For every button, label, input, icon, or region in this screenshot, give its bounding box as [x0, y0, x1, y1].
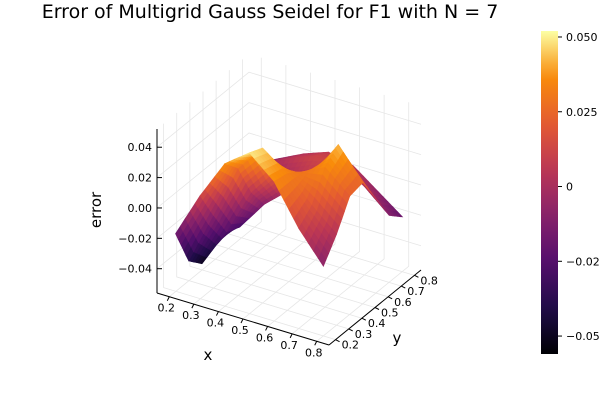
- x-tick-mark: [266, 326, 268, 330]
- colorbar-tick-label: 0.050: [566, 31, 598, 44]
- z-tick-label: 0.00: [128, 202, 153, 215]
- z-tick-label: 0.02: [128, 172, 153, 185]
- x-tick-label: 0.5: [231, 324, 249, 337]
- y-tick-mark: [414, 275, 418, 277]
- x-tick-label: 0.7: [280, 339, 298, 352]
- x-axis-title: x: [204, 346, 213, 364]
- colorbar: −0.05 −0.025 0 0.025 0.050: [541, 31, 600, 354]
- y-tick-mark: [349, 329, 353, 331]
- x-tick-label: 0.8: [305, 346, 323, 359]
- y-tick-mark: [336, 340, 340, 342]
- z-tick-label: 0.04: [128, 141, 153, 154]
- x-tick-mark: [315, 341, 317, 345]
- z-tick-label: −0.02: [118, 232, 152, 245]
- y-tick-mark: [388, 297, 392, 299]
- surface-layer: [176, 145, 403, 267]
- colorbar-tick-label: 0.025: [566, 106, 598, 119]
- y-tick-mark: [375, 308, 379, 310]
- x-tick-label: 0.3: [182, 309, 200, 322]
- x-tick-mark: [216, 312, 218, 316]
- x-tick-mark: [192, 304, 194, 308]
- x-tick-label: 0.6: [256, 331, 274, 344]
- x-tick-label: 0.4: [207, 317, 225, 330]
- x-tick-label: 0.2: [158, 302, 176, 315]
- y-tick-label: 0.8: [420, 274, 438, 287]
- z-tick-label: −0.04: [118, 263, 152, 276]
- z-axis-title: error: [87, 191, 105, 228]
- z-gridline: [157, 72, 421, 147]
- x-tick-mark: [241, 319, 243, 323]
- chart-title: Error of Multigrid Gauss Seidel for F1 w…: [42, 1, 499, 23]
- x-tick-mark: [290, 334, 292, 338]
- colorbar-tick-label: 0: [566, 181, 573, 194]
- y-tick-mark: [401, 286, 405, 288]
- colorbar-bar: [541, 31, 558, 354]
- colorbar-tick-label: −0.025: [566, 255, 600, 268]
- y-tick-mark: [362, 318, 366, 320]
- colorbar-tick-label: −0.05: [566, 330, 600, 343]
- x-tick-mark: [167, 297, 169, 301]
- y-axis-title: y: [393, 329, 402, 347]
